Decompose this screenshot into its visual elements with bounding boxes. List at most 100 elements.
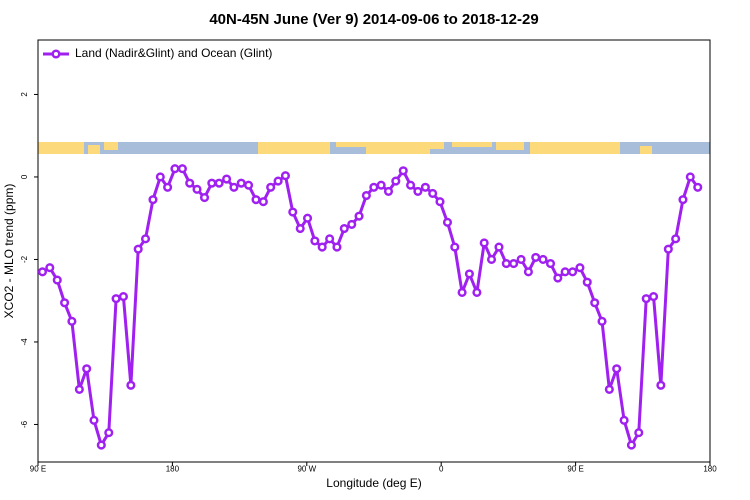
- data-point: [354, 211, 364, 221]
- data-point: [590, 298, 600, 308]
- data-point: [155, 172, 165, 182]
- data-point: [479, 238, 489, 248]
- data-point: [523, 267, 533, 277]
- data-point: [626, 440, 637, 450]
- y-tick-label: -4: [20, 338, 29, 346]
- data-point: [133, 244, 143, 254]
- data-point: [118, 292, 128, 302]
- data-point: [369, 182, 379, 192]
- data-point: [671, 234, 681, 244]
- data-point: [641, 294, 651, 304]
- x-tick-label: 90 E: [30, 465, 46, 474]
- data-point: [450, 242, 460, 252]
- data-point: [52, 275, 62, 285]
- data-point: [140, 234, 151, 244]
- data-point: [82, 364, 92, 374]
- y-tick-label: 2: [20, 92, 29, 97]
- data-point: [170, 164, 180, 174]
- data-point: [244, 180, 254, 190]
- chart-title: 40N-45N June (Ver 9) 2014-09-06 to 2018-…: [209, 11, 538, 28]
- data-point: [663, 244, 673, 254]
- x-tick-label: 180: [166, 465, 180, 474]
- data-point: [575, 263, 585, 273]
- data-point: [214, 178, 224, 188]
- data-point: [604, 384, 614, 394]
- legend-label: Land (Nadir&Glint) and Ocean (Glint): [75, 46, 272, 60]
- data-point: [553, 273, 563, 283]
- data-point: [538, 254, 548, 265]
- data-point: [229, 182, 239, 192]
- data-point: [74, 384, 84, 394]
- data-point: [310, 236, 320, 246]
- data-point: [302, 213, 313, 223]
- data-point: [199, 193, 210, 203]
- data-point: [273, 176, 283, 186]
- data-point: [222, 174, 232, 184]
- data-point: [185, 178, 195, 188]
- data-point: [619, 415, 629, 425]
- data-point: [501, 259, 511, 269]
- land-ocean-strip: [38, 142, 710, 154]
- data-point: [96, 440, 106, 450]
- data-point: [582, 277, 592, 287]
- data-point: [295, 223, 305, 234]
- data-point: [288, 207, 298, 217]
- data-point: [597, 316, 607, 326]
- x-tick-label: 90 E: [567, 465, 583, 474]
- data-point: [332, 242, 342, 252]
- data-point: [111, 294, 121, 304]
- y-tick-label: -2: [20, 255, 29, 263]
- data-point: [494, 242, 504, 252]
- x-tick-label: 0: [439, 465, 444, 474]
- data-point: [428, 188, 438, 199]
- plot-frame: [37, 39, 711, 463]
- data-point: [383, 186, 394, 196]
- data-point: [89, 415, 99, 425]
- data-point: [266, 182, 276, 192]
- data-point: [531, 252, 541, 262]
- data-point: [420, 182, 430, 192]
- data-point: [568, 267, 578, 277]
- data-point: [251, 195, 261, 205]
- legend-marker: [51, 49, 61, 59]
- data-point: [177, 164, 187, 174]
- data-point: [207, 178, 217, 188]
- data-point: [317, 242, 327, 252]
- data-point: [376, 180, 386, 190]
- data-point: [325, 234, 335, 244]
- data-point: [442, 217, 453, 227]
- data-point: [45, 263, 55, 273]
- y-tick-label: 0: [20, 174, 29, 179]
- data-point: [560, 267, 570, 277]
- data-point: [163, 182, 173, 192]
- data-point: [192, 184, 202, 194]
- data-point: [612, 364, 622, 374]
- data-point: [457, 287, 467, 298]
- data-point: [649, 292, 659, 302]
- data-point: [486, 254, 497, 265]
- y-tick-label: -6: [20, 420, 29, 428]
- data-point: [126, 380, 136, 390]
- data-point: [464, 269, 474, 279]
- series-line: [41, 167, 699, 447]
- data-point: [472, 287, 482, 298]
- data-point: [236, 178, 246, 188]
- data-point: [339, 223, 349, 234]
- y-axis-label: XCO2 - MLO trend (ppm): [2, 184, 16, 319]
- data-point: [104, 428, 114, 438]
- data-point: [516, 254, 526, 265]
- data-point: [656, 380, 666, 390]
- data-point: [435, 197, 445, 207]
- data-point: [685, 172, 695, 182]
- x-tick-label: 90 W: [297, 465, 316, 474]
- data-point: [678, 195, 688, 205]
- data-point: [509, 259, 519, 269]
- x-tick-label: 180: [703, 465, 717, 474]
- data-point: [280, 171, 290, 181]
- x-axis-label: Longitude (deg E): [326, 476, 421, 490]
- data-point: [148, 195, 158, 205]
- data-point: [258, 197, 268, 207]
- data-point: [413, 186, 423, 196]
- data-point: [361, 190, 371, 201]
